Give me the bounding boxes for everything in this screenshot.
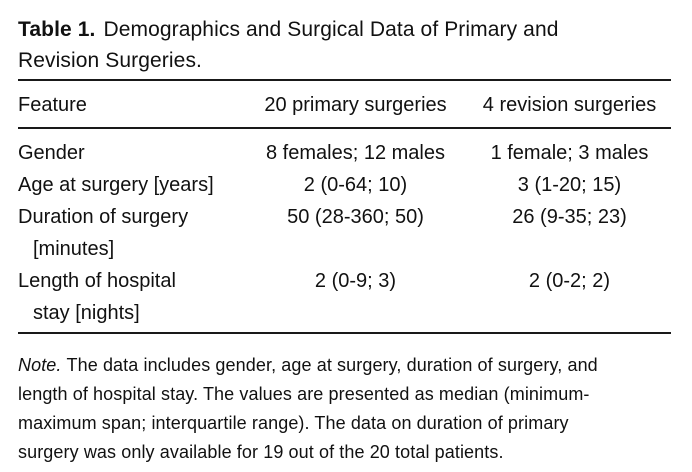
table-top-rule (18, 79, 671, 82)
table-row: Age at surgery [years] 2 (0-64; 10) 3 (1… (18, 169, 671, 201)
note-label: Note. (18, 355, 62, 376)
column-header-primary-surgeries: 20 primary surgeries (264, 94, 447, 117)
value-cell-primary: 8 females; 12 males (266, 142, 445, 165)
feature-label: Age at surgery [years] (18, 174, 214, 197)
table-body: Gender 8 females; 12 males 1 female; 3 m… (18, 129, 673, 332)
value-cell-revision: 1 female; 3 males (490, 142, 649, 165)
value-cell-revision: 3 (1-20; 15) (517, 174, 622, 197)
feature-label: Duration of surgery (18, 206, 189, 229)
table-caption-text: Demographics and Surgical Data of Primar… (18, 18, 559, 72)
table-caption-label: Table 1. (18, 18, 96, 41)
feature-cell: Gender (18, 137, 243, 169)
table-row: Length of hospital stay [nights] 2 (0-9;… (18, 265, 671, 329)
feature-cell: Duration of surgery [minutes] (18, 201, 243, 265)
feature-label: Length of hospital (18, 270, 176, 293)
value-cell-primary: 2 (0-9; 3) (314, 270, 397, 293)
table-bottom-rule (18, 332, 671, 335)
note-text: The data includes gender, age at surgery… (18, 355, 598, 463)
column-header-revision-surgeries: 4 revision surgeries (482, 94, 657, 117)
table-note: Note. The data includes gender, age at su… (18, 351, 613, 467)
value-cell-primary: 2 (0-64; 10) (303, 174, 408, 197)
feature-label: Gender (18, 142, 85, 165)
feature-label-line2: [minutes] (33, 238, 115, 261)
table-row: Gender 8 females; 12 males 1 female; 3 m… (18, 137, 671, 169)
table-header-rule (18, 127, 671, 130)
value-cell-primary: 50 (28-360; 50) (287, 206, 424, 229)
feature-cell: Length of hospital stay [nights] (18, 265, 243, 329)
value-cell-revision: 2 (0-2; 2) (528, 270, 611, 293)
table-caption: Table 1. Demographics and Surgical Data o… (18, 14, 588, 76)
table-row: Duration of surgery [minutes] 50 (28-360… (18, 201, 671, 265)
feature-label-line2: stay [nights] (33, 302, 140, 325)
feature-cell: Age at surgery [years] (18, 169, 243, 201)
table-header-row: Feature 20 primary surgeries 4 revision … (18, 81, 671, 127)
value-cell-revision: 26 (9-35; 23) (512, 206, 627, 229)
column-header-feature: Feature (18, 94, 87, 117)
